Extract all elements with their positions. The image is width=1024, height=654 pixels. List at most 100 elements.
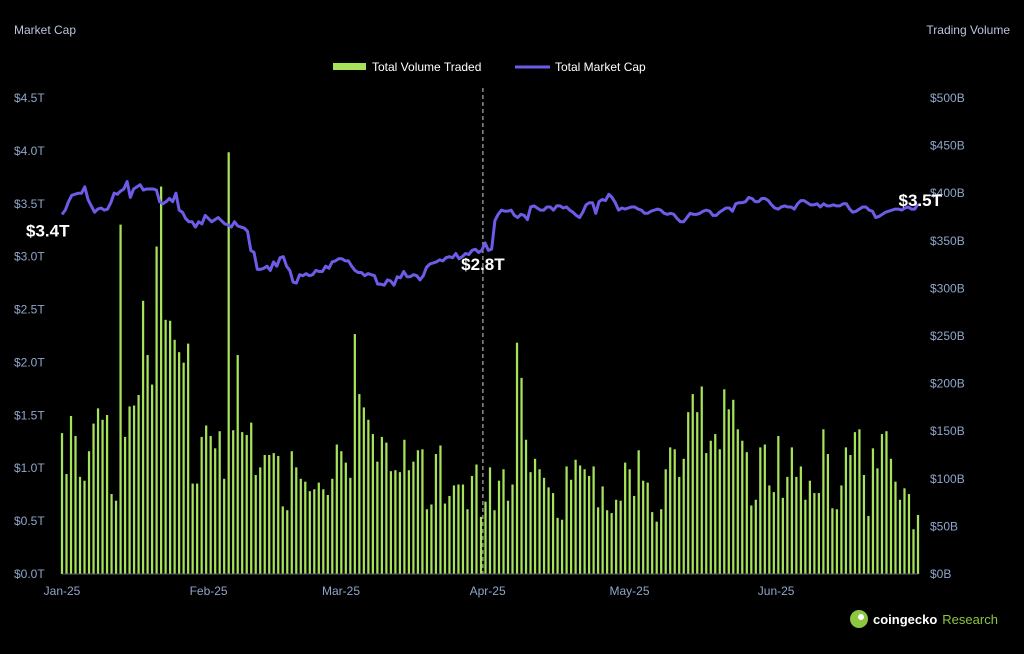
volume-bar xyxy=(898,499,902,574)
volume-bar xyxy=(425,509,429,574)
volume-bar xyxy=(484,501,487,574)
volume-bar xyxy=(871,448,875,574)
left-tick-label: $0.5T xyxy=(14,514,45,528)
volume-bar xyxy=(340,451,343,574)
volume-bar xyxy=(795,476,798,574)
volume-bar xyxy=(367,419,370,574)
volume-bar xyxy=(457,484,460,574)
volume-bar xyxy=(781,497,784,574)
volume-bar xyxy=(610,513,613,574)
volume-bar xyxy=(389,471,393,574)
value-callout: $3.4T xyxy=(26,221,70,240)
x-tick-label: Jun-25 xyxy=(758,584,795,598)
volume-bar xyxy=(479,516,483,574)
right-tick-label: $0B xyxy=(930,567,951,581)
right-tick-label: $100B xyxy=(930,472,965,486)
brand-watermark: coingecko Research xyxy=(850,610,998,628)
volume-bar xyxy=(443,503,447,574)
volume-bar xyxy=(754,499,757,574)
volume-bar xyxy=(227,152,230,574)
volume-bar xyxy=(173,339,176,574)
volume-bar xyxy=(308,491,311,574)
right-tick-label: $450B xyxy=(930,139,965,153)
volume-bar xyxy=(65,474,68,574)
volume-bar xyxy=(673,449,676,574)
volume-bar xyxy=(434,454,438,574)
x-tick-label: Mar-25 xyxy=(322,584,360,598)
volume-bar xyxy=(903,488,906,574)
volume-bar xyxy=(205,425,208,574)
volume-bar xyxy=(470,475,474,574)
volume-bar xyxy=(786,476,789,574)
left-tick-label: $1.0T xyxy=(14,461,45,475)
volume-bar xyxy=(326,494,329,574)
volume-bar xyxy=(178,352,181,574)
volume-bar xyxy=(286,510,289,574)
volume-bar xyxy=(799,466,802,574)
volume-bar xyxy=(196,483,199,574)
volume-bar xyxy=(705,453,708,574)
brand-suffix: Research xyxy=(942,611,998,627)
left-tick-label: $4.5T xyxy=(14,91,45,105)
volume-bar xyxy=(533,458,537,574)
volume-bar xyxy=(137,395,140,574)
volume-bar xyxy=(524,439,528,574)
volume-bar xyxy=(78,476,82,574)
value-callouts: $3.4T $2.8T $3.5T xyxy=(26,191,943,274)
volume-bar xyxy=(750,505,753,574)
volume-bar xyxy=(488,467,492,574)
volume-bar xyxy=(313,489,316,574)
volume-bar xyxy=(304,481,307,574)
volume-bar xyxy=(92,423,95,574)
volume-bar xyxy=(349,477,352,574)
volume-bar xyxy=(146,355,149,574)
volume-bar xyxy=(542,477,546,574)
right-tick-label: $200B xyxy=(930,377,965,391)
volume-bar xyxy=(587,475,591,574)
volume-bar xyxy=(119,224,122,574)
volume-bar xyxy=(808,480,811,574)
volume-bar xyxy=(565,466,568,574)
volume-bar xyxy=(709,440,712,574)
volume-bar xyxy=(759,447,762,574)
volume-bar xyxy=(416,450,420,574)
legend-market-cap-label: Total Market Cap xyxy=(555,60,646,74)
volume-bar xyxy=(736,429,739,574)
legend-volume-swatch xyxy=(333,63,366,70)
x-tick-label: May-25 xyxy=(610,584,650,598)
volume-bar xyxy=(101,419,104,574)
volume-bar xyxy=(114,500,118,574)
volume-bar xyxy=(880,434,884,574)
volume-bar xyxy=(159,186,163,574)
volume-bar xyxy=(651,512,654,574)
volume-bar xyxy=(574,459,577,574)
volume-bar xyxy=(281,506,284,574)
volume-bar xyxy=(538,469,541,574)
volume-bar xyxy=(578,465,582,574)
volume-bar xyxy=(700,386,703,574)
volume-bar xyxy=(506,500,510,574)
volume-bar xyxy=(912,529,915,574)
volume-bar xyxy=(876,468,879,574)
volume-bar xyxy=(660,509,663,574)
coingecko-logo-icon xyxy=(850,610,868,628)
volume-bar xyxy=(867,515,870,574)
volume-bar xyxy=(322,489,325,574)
volume-bar xyxy=(678,476,681,574)
volume-bar xyxy=(209,435,212,574)
volume-bar xyxy=(515,342,519,574)
volume-bar xyxy=(105,415,109,574)
right-tick-label: $500B xyxy=(930,91,965,105)
volume-bar xyxy=(268,455,271,574)
right-tick-label: $150B xyxy=(930,424,965,438)
legend-volume-label: Total Volume Traded xyxy=(372,60,481,74)
volume-bar xyxy=(60,433,64,574)
value-callout: $2.8T xyxy=(461,255,505,274)
volume-bar xyxy=(331,478,334,574)
volume-bar xyxy=(804,499,807,574)
volume-bar xyxy=(664,469,667,574)
right-tick-label: $50B xyxy=(930,519,958,533)
volume-bar xyxy=(853,432,857,574)
left-tick-label: $2.5T xyxy=(14,303,45,317)
volume-bar xyxy=(132,405,136,574)
